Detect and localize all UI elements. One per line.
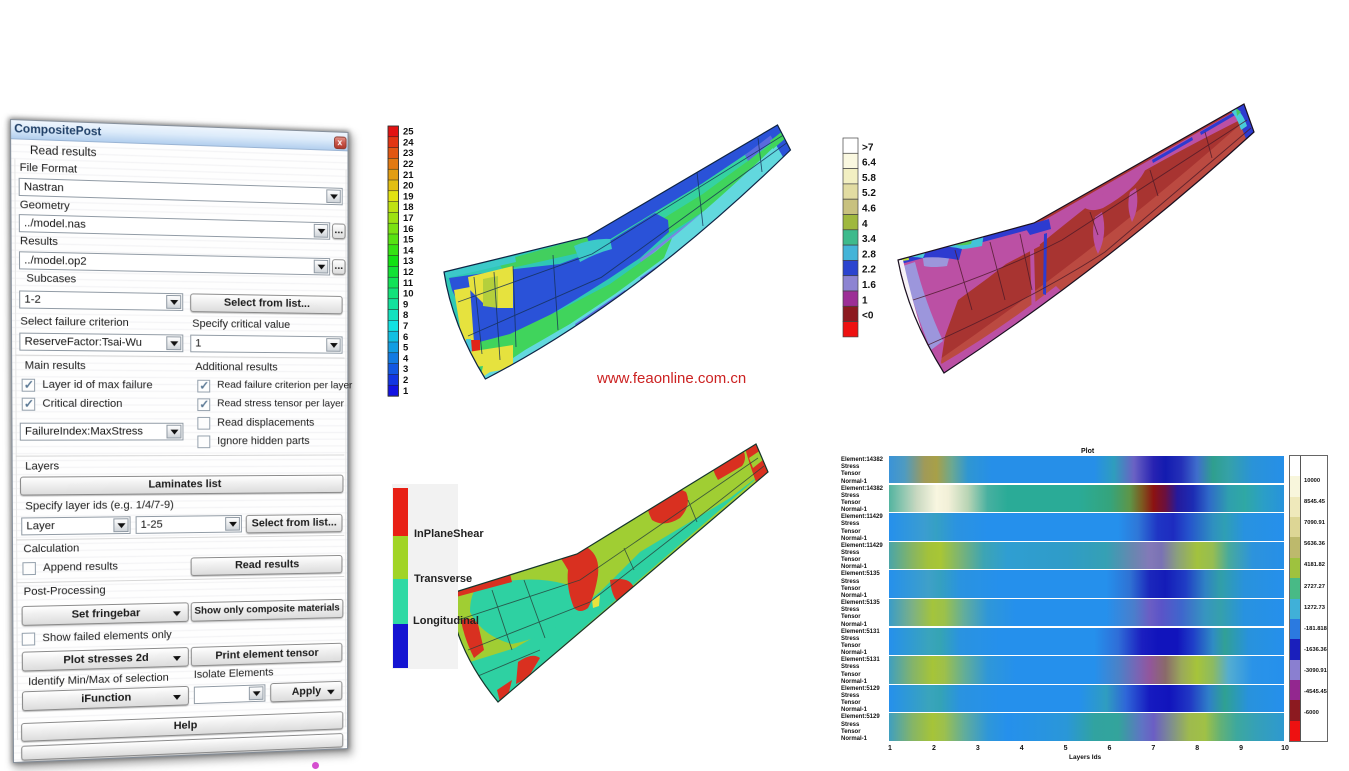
svg-text:10: 10 xyxy=(403,289,414,300)
svg-text:4.6: 4.6 xyxy=(862,204,876,215)
svg-text:6.4: 6.4 xyxy=(862,158,876,169)
svg-text:2: 2 xyxy=(403,375,408,386)
svg-text:4: 4 xyxy=(403,353,409,364)
svg-text:>7: >7 xyxy=(862,142,874,153)
svg-text:5: 5 xyxy=(403,343,409,354)
svg-text:7: 7 xyxy=(403,321,408,332)
svg-text:25: 25 xyxy=(403,127,414,138)
svg-text:8: 8 xyxy=(403,310,408,321)
svg-text:19: 19 xyxy=(403,191,414,202)
svg-text:20: 20 xyxy=(403,181,414,192)
svg-text:5.8: 5.8 xyxy=(862,173,876,184)
svg-text:17: 17 xyxy=(403,213,414,224)
svg-text:1: 1 xyxy=(403,386,409,397)
svg-text:InPlaneShear: InPlaneShear xyxy=(414,528,484,540)
svg-text:14: 14 xyxy=(403,245,414,256)
svg-text:1: 1 xyxy=(862,295,868,306)
svg-text:3.4: 3.4 xyxy=(862,234,876,245)
svg-text:5.2: 5.2 xyxy=(862,188,876,199)
svg-text:23: 23 xyxy=(403,148,414,159)
svg-text:2.8: 2.8 xyxy=(862,249,876,260)
svg-text:11: 11 xyxy=(403,278,414,289)
svg-text:18: 18 xyxy=(403,202,414,213)
svg-text:<0: <0 xyxy=(862,311,874,322)
svg-text:4: 4 xyxy=(862,219,868,230)
svg-text:Transverse: Transverse xyxy=(414,573,472,585)
svg-text:12: 12 xyxy=(403,267,414,278)
svg-text:3: 3 xyxy=(403,364,408,375)
svg-text:24: 24 xyxy=(403,137,414,148)
svg-text:6: 6 xyxy=(403,332,408,343)
svg-text:Longitudinal: Longitudinal xyxy=(413,615,479,627)
svg-text:21: 21 xyxy=(403,170,414,181)
svg-text:15: 15 xyxy=(403,235,414,246)
svg-text:1.6: 1.6 xyxy=(862,280,876,291)
svg-text:16: 16 xyxy=(403,224,414,235)
svg-text:13: 13 xyxy=(403,256,414,267)
svg-text:22: 22 xyxy=(403,159,414,170)
svg-text:2.2: 2.2 xyxy=(862,265,876,276)
svg-text:9: 9 xyxy=(403,299,408,310)
